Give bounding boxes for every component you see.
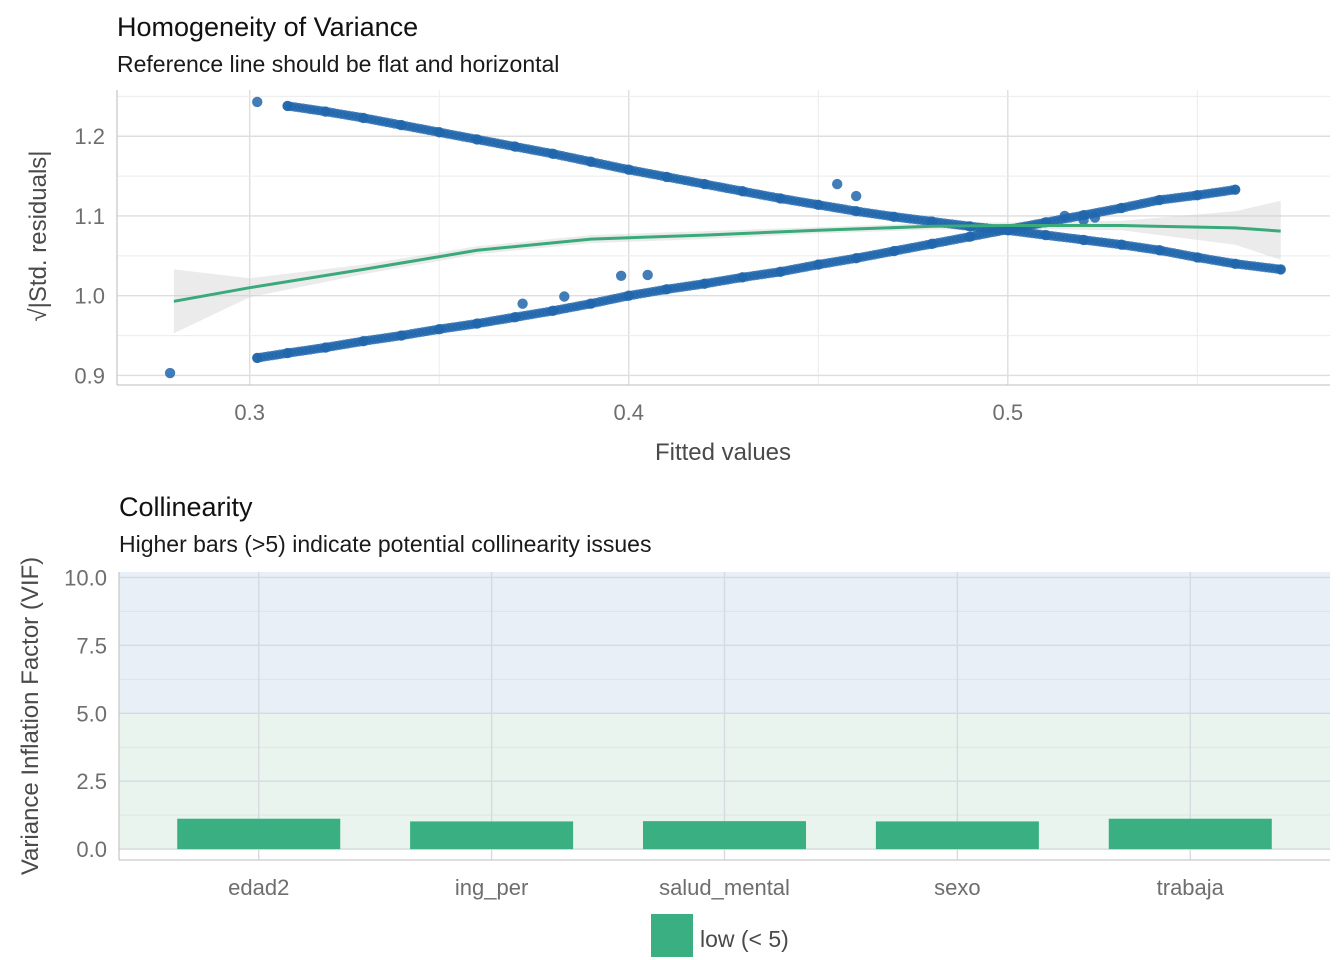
x-tick-label: trabaja bbox=[1157, 875, 1225, 900]
residual-point bbox=[1230, 184, 1241, 195]
x-tick-label: 0.5 bbox=[993, 400, 1024, 425]
vif-bar-sexo bbox=[875, 821, 1039, 850]
residual-point bbox=[252, 96, 263, 108]
residual-points bbox=[164, 96, 1286, 379]
residual-point bbox=[164, 367, 176, 379]
y-tick-label: 1.2 bbox=[74, 124, 105, 149]
collinearity-title: Collinearity bbox=[119, 492, 253, 522]
homogeneity-grid bbox=[117, 90, 1330, 385]
residual-point bbox=[615, 270, 627, 281]
vif-bar-edad2 bbox=[177, 818, 341, 850]
residual-point bbox=[850, 190, 862, 202]
x-tick-label: ing_per bbox=[455, 875, 528, 900]
collinearity-grid bbox=[119, 572, 1330, 860]
vif-bar-salud-mental bbox=[642, 821, 807, 850]
y-tick-label: 7.5 bbox=[76, 633, 107, 658]
y-tick-label: 10.0 bbox=[64, 565, 107, 590]
vif-bars bbox=[177, 818, 1272, 850]
x-tick-label: sexo bbox=[934, 875, 980, 900]
collinearity-axes: 0.0 2.5 5.0 7.5 10.0 edad2 ing_per salud_mental… bbox=[64, 565, 1330, 900]
residual-point bbox=[1275, 264, 1286, 275]
vif-bar-trabaja bbox=[1108, 818, 1272, 850]
legend-swatch bbox=[651, 914, 693, 957]
reference-line bbox=[173, 224, 1281, 303]
homogeneity-x-label: Fitted values bbox=[655, 439, 791, 466]
collinearity-y-label: Variance Inflation Factor (VIF) bbox=[17, 557, 44, 875]
y-tick-label: 0.0 bbox=[76, 837, 107, 862]
residual-point bbox=[1078, 214, 1089, 226]
homogeneity-y-label: √|Std. residuals| bbox=[25, 150, 52, 321]
homogeneity-panel: Homogeneity of Variance Reference line s… bbox=[25, 12, 1330, 466]
vif-bar-ing-per bbox=[410, 821, 574, 850]
y-tick-label: 1.1 bbox=[74, 204, 105, 229]
residual-point bbox=[1059, 210, 1070, 222]
x-tick-label: 0.3 bbox=[234, 400, 265, 425]
residual-point bbox=[559, 291, 570, 302]
homogeneity-axes: 0.3 0.4 0.5 0.9 1.0 1.1 1.2 bbox=[74, 90, 1330, 425]
residual-point bbox=[832, 178, 843, 190]
legend: low (< 5) bbox=[651, 914, 789, 957]
y-tick-label: 5.0 bbox=[76, 701, 107, 726]
x-tick-label: salud_mental bbox=[659, 875, 790, 900]
homogeneity-subtitle: Reference line should be flat and horizo… bbox=[117, 51, 559, 77]
collinearity-subtitle: Higher bars (>5) indicate potential coll… bbox=[119, 531, 651, 557]
legend-label: low (< 5) bbox=[700, 926, 789, 952]
x-tick-label: edad2 bbox=[228, 875, 289, 900]
confidence-band-area bbox=[173, 200, 1281, 334]
y-tick-label: 0.9 bbox=[74, 363, 105, 388]
homogeneity-title: Homogeneity of Variance bbox=[117, 12, 418, 42]
y-tick-label: 2.5 bbox=[76, 769, 107, 794]
x-tick-label: 0.4 bbox=[613, 400, 644, 425]
collinearity-panel: Collinearity Higher bars (>5) indicate p… bbox=[17, 492, 1330, 957]
loess-line bbox=[173, 224, 1281, 303]
residual-point bbox=[642, 269, 653, 281]
y-tick-label: 1.0 bbox=[74, 284, 105, 309]
residual-point bbox=[1089, 212, 1101, 223]
residual-point bbox=[517, 298, 528, 309]
confidence-band bbox=[173, 200, 1281, 334]
